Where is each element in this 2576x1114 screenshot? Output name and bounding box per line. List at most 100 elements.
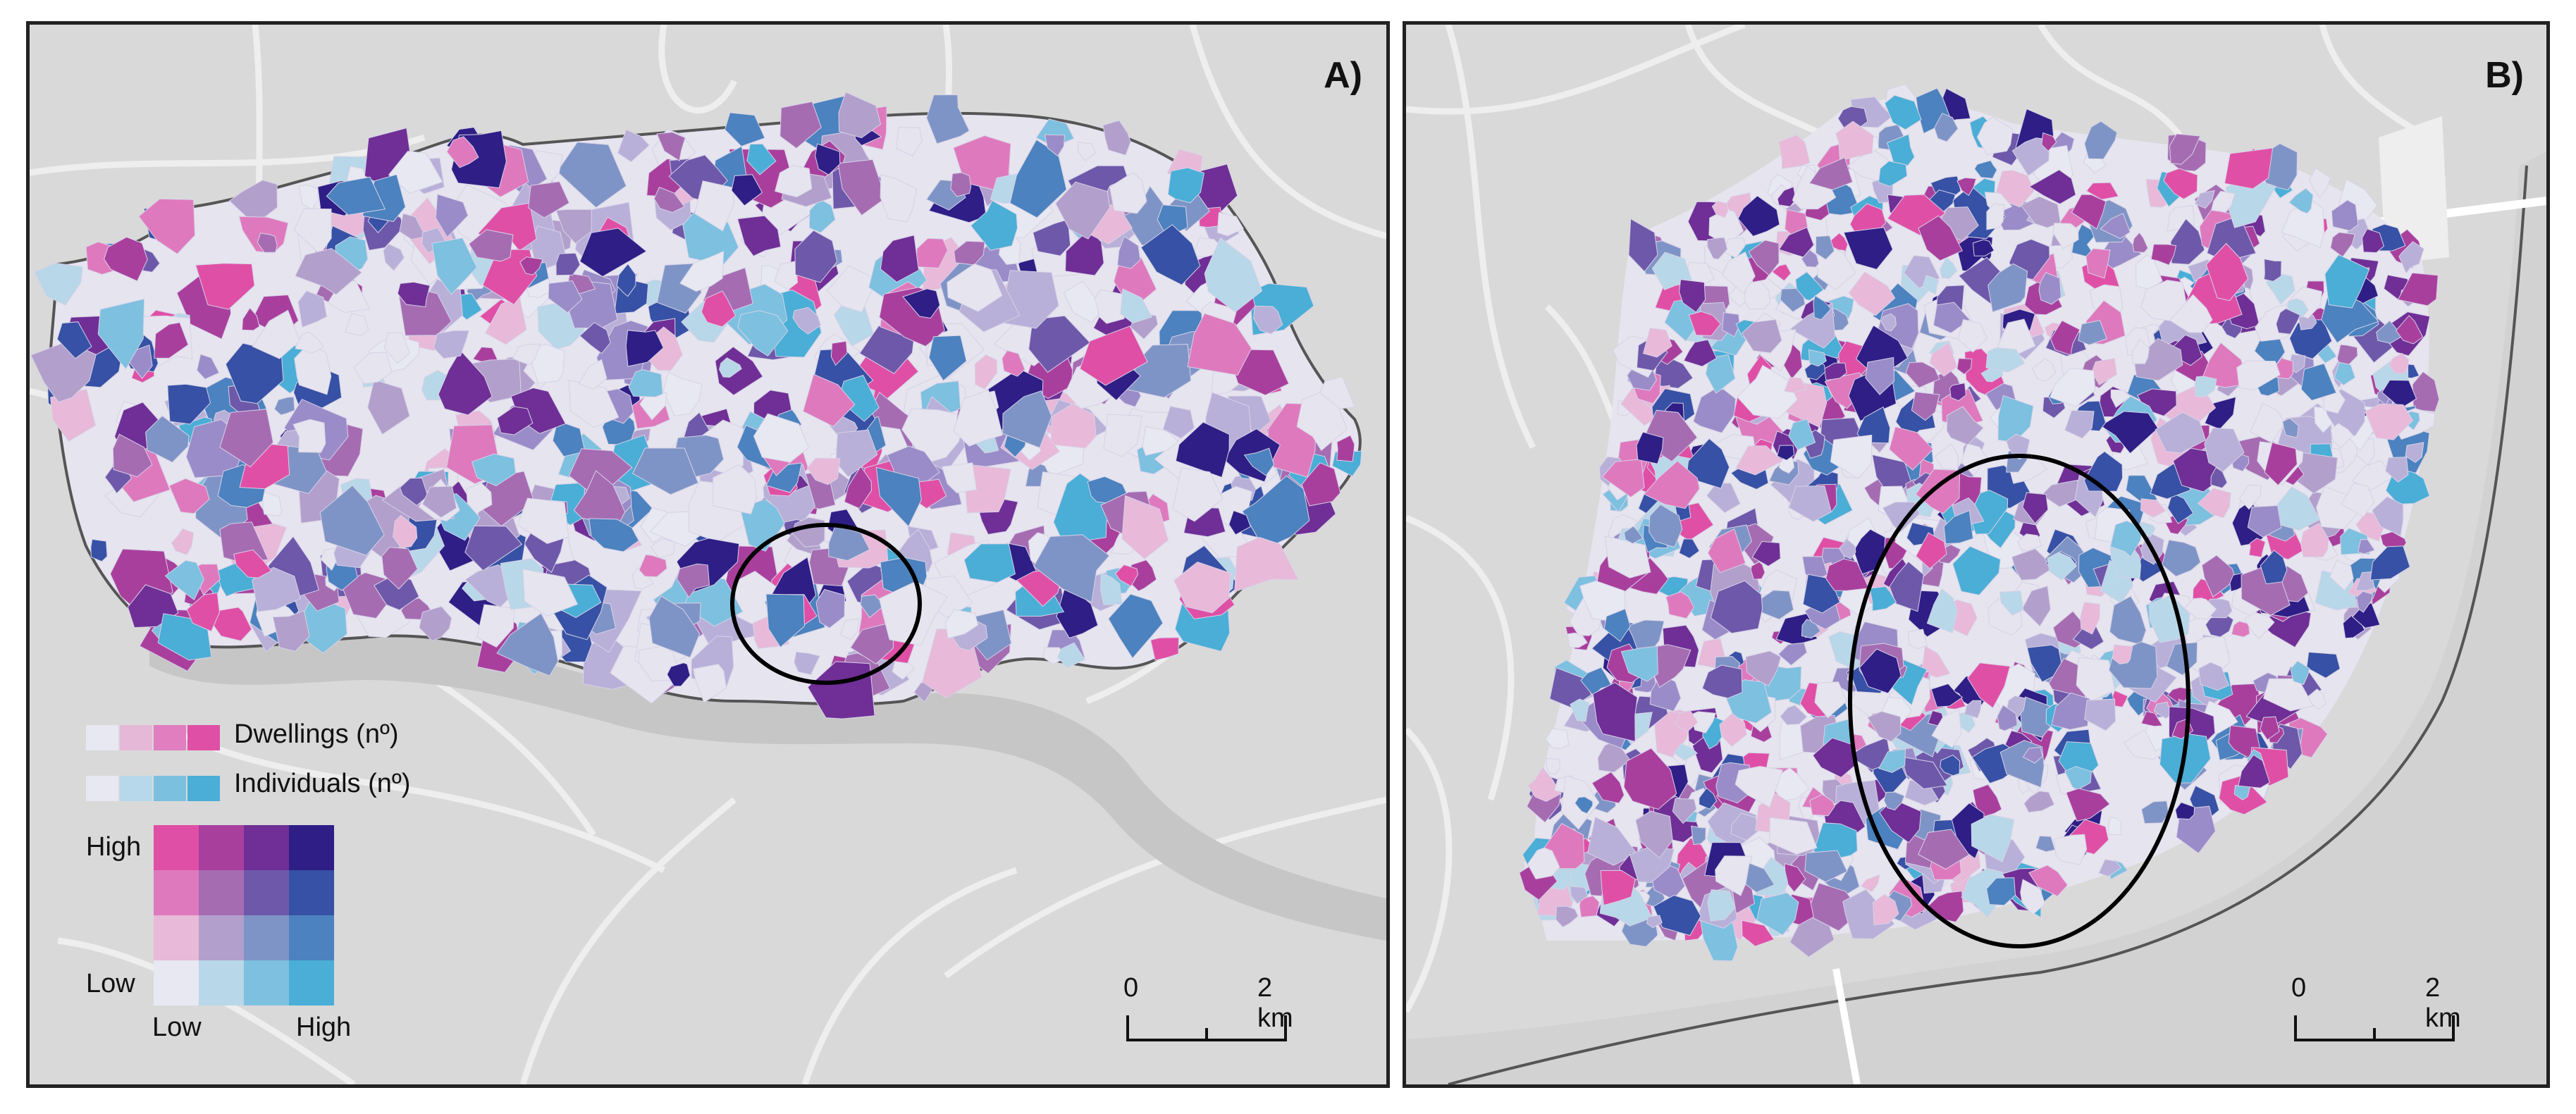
census-tract: [1879, 798, 1922, 843]
census-tract: [568, 379, 620, 428]
census-tract: [1878, 161, 1908, 187]
census-tract: [1744, 278, 1771, 310]
census-tract: [2028, 865, 2069, 897]
matrix-cell: [289, 915, 334, 960]
census-tract: [2020, 196, 2062, 228]
census-tract: [2201, 555, 2236, 598]
census-tract: [1931, 709, 1962, 748]
census-tract: [1905, 361, 1940, 388]
legend-swatch: [154, 776, 186, 801]
census-tract: [1973, 160, 1997, 179]
census-tract: [485, 295, 527, 345]
census-tract: [1591, 771, 1625, 804]
census-tract: [2150, 244, 2177, 266]
matrix-cell: [199, 870, 244, 915]
census-tract: [1814, 681, 1847, 719]
matrix-cell: [199, 825, 244, 870]
census-tract: [1882, 501, 1921, 533]
census-tract: [679, 250, 725, 292]
census-tract: [1889, 426, 1934, 471]
census-tract: [1848, 271, 1896, 316]
census-tract: [1745, 862, 1775, 893]
census-tract: [219, 409, 274, 468]
census-tract: [2247, 505, 2282, 538]
census-tract: [2107, 817, 2122, 836]
census-tract: [2132, 339, 2150, 364]
census-tract: [648, 595, 701, 658]
census-tract: [1678, 279, 1706, 313]
census-tract: [2038, 272, 2062, 305]
axis-y-high: High: [86, 832, 142, 862]
census-tract: [737, 215, 782, 257]
census-tract: [464, 525, 523, 571]
census-tract: [2389, 352, 2410, 374]
census-tract: [295, 331, 324, 354]
census-tract: [1934, 443, 1959, 471]
census-tract: [2140, 800, 2169, 824]
panel-label-a: A): [1324, 55, 1362, 96]
census-tract: [2396, 315, 2424, 345]
census-tract: [2264, 442, 2298, 486]
census-tract: [2211, 190, 2236, 213]
census-tract: [653, 186, 685, 213]
census-tract: [2072, 625, 2104, 650]
scale-end: 2 km: [1257, 973, 1293, 1033]
census-tract: [802, 373, 856, 427]
map-panel-b[interactable]: B) 0 2 km: [1403, 21, 2550, 1088]
census-tract: [468, 229, 514, 262]
axis-x-low: Low: [152, 1013, 202, 1042]
census-tract: [1883, 791, 1905, 811]
porto-map: [30, 25, 1386, 1084]
matrix-cell: [289, 960, 334, 1005]
legend-swatch: [120, 725, 152, 750]
census-tract: [1843, 227, 1894, 270]
census-tract: [2140, 710, 2163, 727]
census-tract: [2163, 168, 2198, 200]
census-tract: [2169, 133, 2201, 165]
census-tract: [1741, 318, 1782, 354]
census-tract: [2200, 342, 2249, 388]
census-tract: [399, 477, 429, 507]
census-tract: [1691, 825, 1706, 846]
census-tract: [974, 354, 998, 390]
census-tract: [2153, 701, 2172, 719]
census-tract: [953, 389, 1003, 447]
bivariate-matrix: [154, 825, 334, 1005]
census-tract: [196, 354, 220, 380]
census-tract: [2236, 360, 2281, 390]
census-tract: [1934, 113, 1959, 142]
census-tract: [1860, 874, 1880, 893]
census-tract: [806, 457, 841, 485]
census-tract: [517, 497, 569, 545]
census-tract: [1253, 305, 1283, 335]
census-tract: [1672, 798, 1697, 824]
census-tract: [2175, 802, 2195, 820]
census-tract: [1780, 705, 1808, 726]
census-tract: [1750, 561, 1765, 580]
matrix-cell: [154, 825, 199, 870]
census-tract: [2352, 459, 2394, 491]
census-tract: [2288, 187, 2314, 214]
census-tract: [195, 263, 255, 310]
census-tract: [1100, 572, 1123, 605]
census-tract: [1056, 589, 1099, 639]
individuals-label: Individuals (nº): [234, 769, 411, 798]
census-tract: [2022, 746, 2043, 764]
census-tract: [1623, 748, 1677, 810]
census-tract: [1028, 315, 1091, 373]
census-tract: [1628, 218, 1658, 273]
census-tract: [844, 465, 873, 509]
census-tract: [1777, 445, 1795, 461]
census-tract: [1167, 167, 1205, 204]
map-panel-a[interactable]: A) 0 2 km Dwellings (nº) Individuals (nº…: [26, 21, 1390, 1088]
matrix-cell: [289, 870, 334, 915]
census-tract: [1336, 435, 1355, 462]
census-tract: [830, 340, 848, 366]
census-tract: [779, 101, 822, 149]
census-tract: [1646, 915, 1663, 929]
census-tract: [1699, 787, 1718, 810]
census-tract: [1162, 406, 1195, 439]
census-tract: [1175, 421, 1230, 478]
census-tract: [1527, 767, 1561, 802]
census-tract: [1976, 116, 2014, 155]
